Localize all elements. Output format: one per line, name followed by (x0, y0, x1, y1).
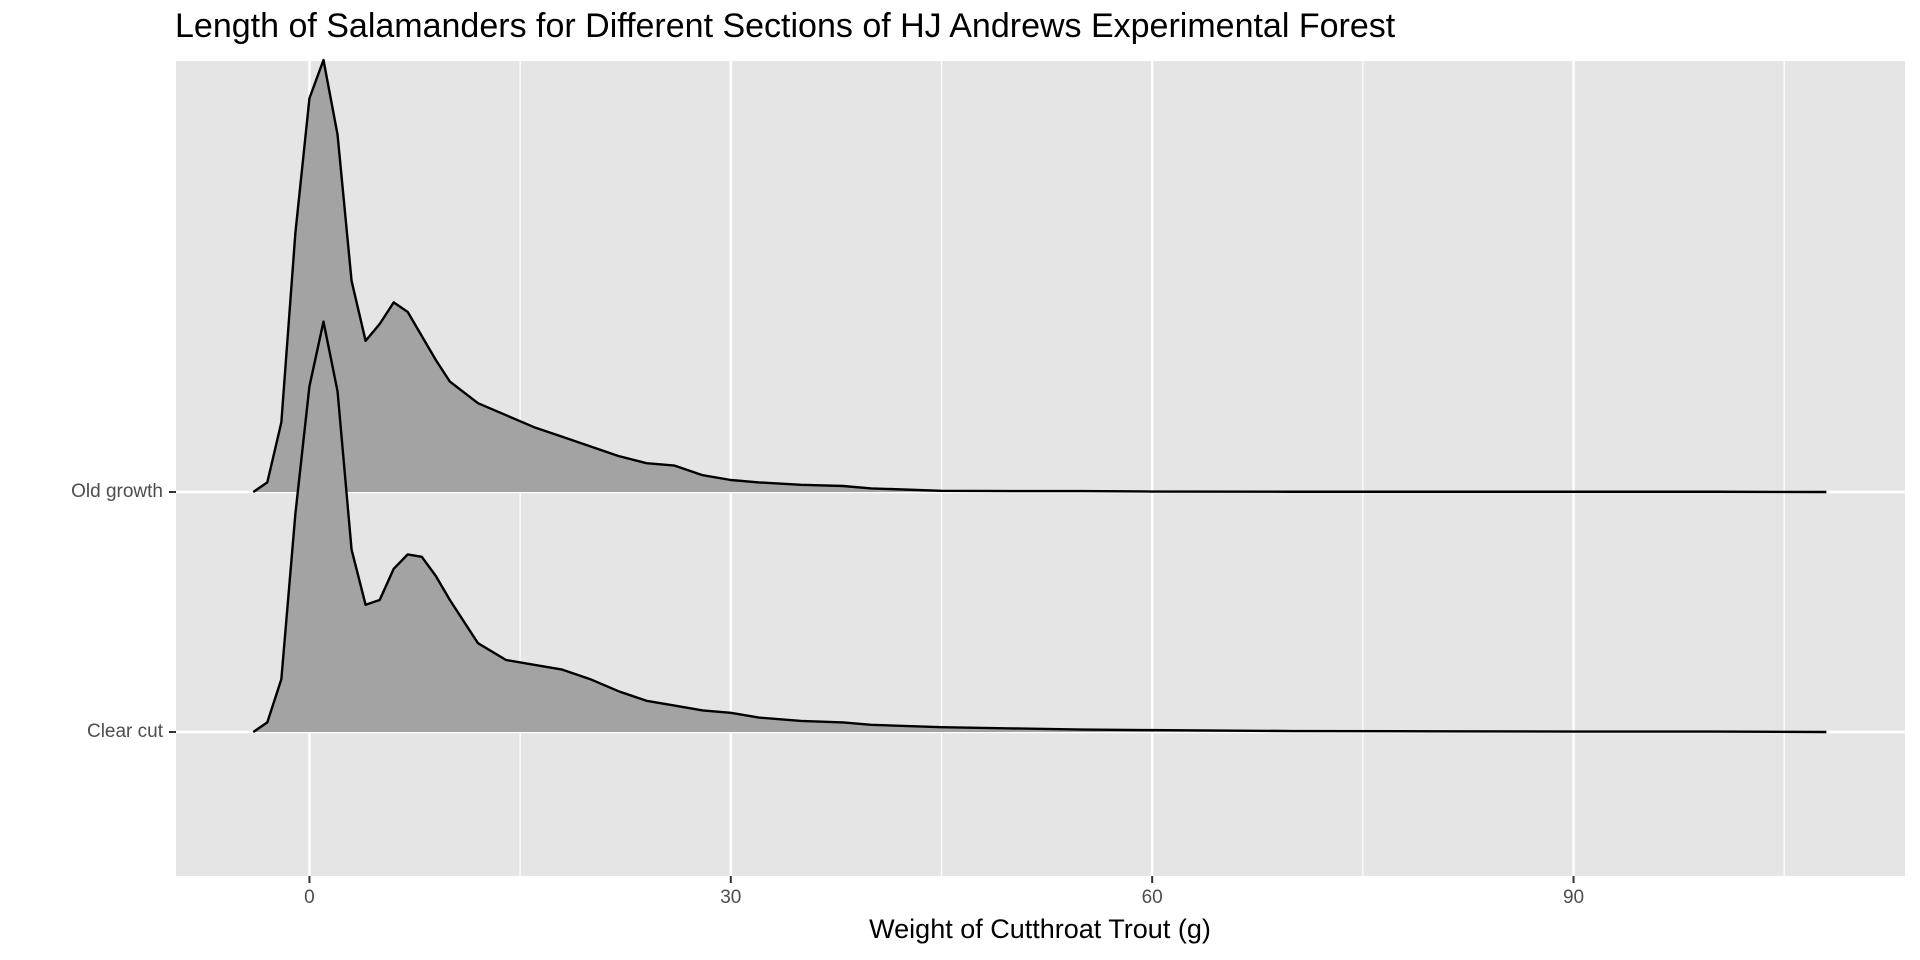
x-tick-label: 90 (1563, 887, 1584, 908)
ridge-area (253, 60, 1827, 492)
y-tick-label: Old growth (71, 481, 163, 502)
ridge-area (253, 321, 1827, 732)
x-axis-title: Weight of Cutthroat Trout (g) (869, 914, 1211, 944)
chart-title: Length of Salamanders for Different Sect… (175, 7, 1396, 45)
ridge-line (252, 58, 1827, 494)
y-tick-label: Clear cut (87, 721, 164, 742)
x-tick-label: 60 (1142, 887, 1163, 908)
x-tick-label: 0 (304, 887, 315, 908)
ridge-line (252, 320, 1827, 734)
x-tick-label: 30 (720, 887, 741, 908)
